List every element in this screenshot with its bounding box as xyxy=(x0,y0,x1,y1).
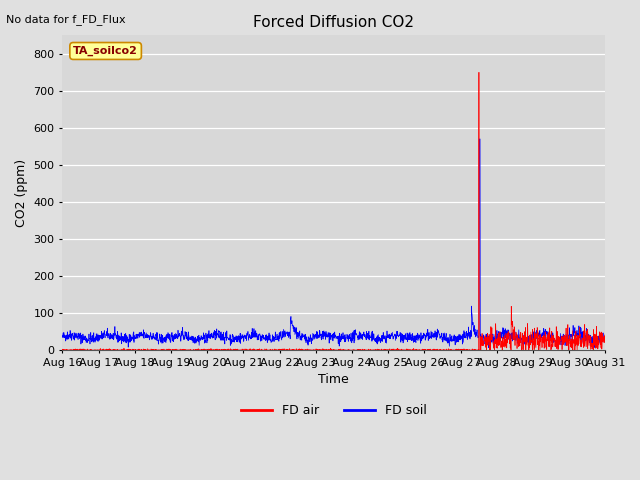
Y-axis label: CO2 (ppm): CO2 (ppm) xyxy=(15,158,28,227)
Title: Forced Diffusion CO2: Forced Diffusion CO2 xyxy=(253,15,414,30)
Text: TA_soilco2: TA_soilco2 xyxy=(73,46,138,56)
Legend: FD air, FD soil: FD air, FD soil xyxy=(236,399,432,422)
Text: No data for f_FD_Flux: No data for f_FD_Flux xyxy=(6,14,126,25)
X-axis label: Time: Time xyxy=(319,373,349,386)
